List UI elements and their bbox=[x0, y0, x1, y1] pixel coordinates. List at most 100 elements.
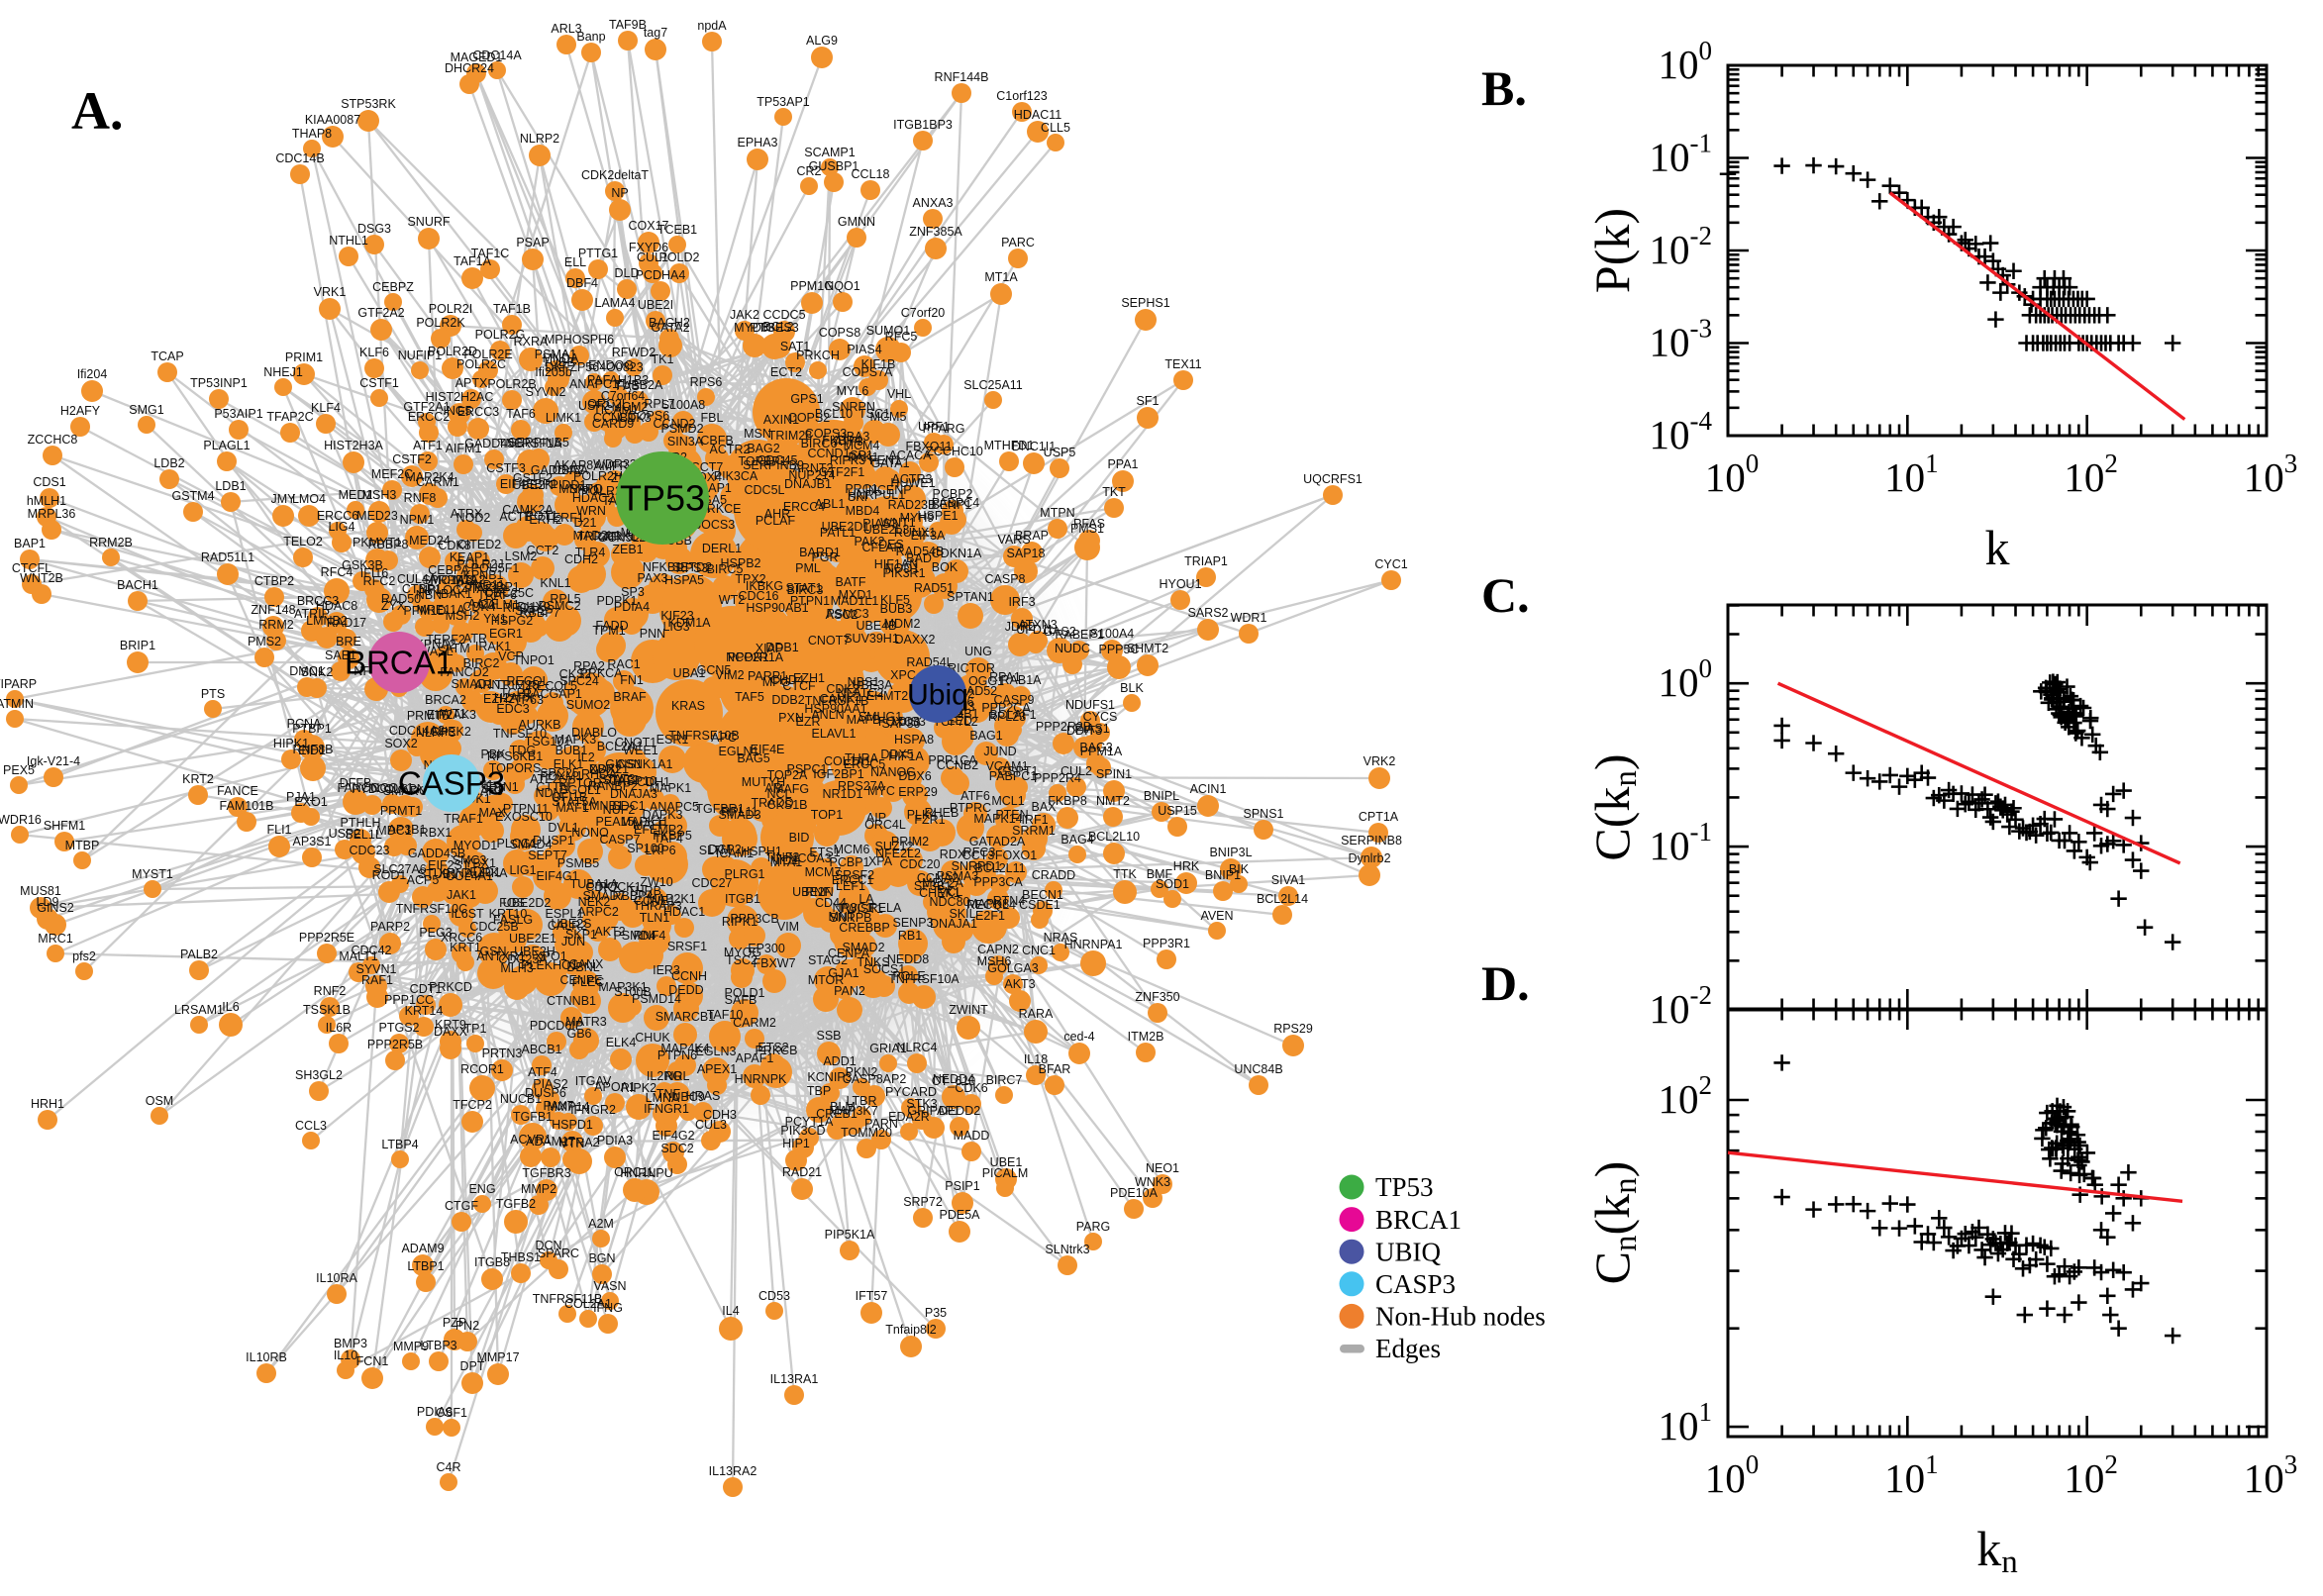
network-node bbox=[1103, 807, 1123, 827]
network-node-label: Dynlrb2 bbox=[1348, 851, 1390, 865]
network-node bbox=[1197, 619, 1219, 641]
network-node-label: DBF4 bbox=[566, 276, 598, 290]
network-node bbox=[370, 389, 388, 407]
network-node bbox=[1023, 452, 1045, 474]
network-node bbox=[609, 199, 631, 221]
network-node bbox=[961, 1142, 981, 1161]
network-node-label: CD53 bbox=[758, 1289, 790, 1303]
network-node-label: WDR1 bbox=[1231, 611, 1267, 625]
network-node-label: PPP3CA bbox=[973, 875, 1023, 889]
network-node bbox=[598, 1314, 618, 1334]
network-node bbox=[274, 378, 292, 396]
network-node-label: SOD1 bbox=[1156, 877, 1189, 891]
network-node-label: WDR16 bbox=[0, 813, 42, 827]
network-node bbox=[840, 1241, 859, 1260]
network-node-label: SPIN1 bbox=[1096, 767, 1132, 781]
network-node-label: UQCRFS1 bbox=[1303, 472, 1363, 486]
network-node bbox=[847, 228, 866, 248]
network-node bbox=[674, 918, 694, 938]
network-node-label: TFAP2C bbox=[266, 410, 313, 424]
network-node bbox=[43, 446, 62, 465]
network-node-label: npdA bbox=[697, 19, 727, 33]
network-node-label: IL6 bbox=[222, 1000, 239, 1014]
network-node-label: GB6 bbox=[566, 1027, 591, 1041]
network-node-label: POLR2K bbox=[416, 316, 465, 330]
network-node-label: MMP2 bbox=[521, 1182, 556, 1196]
network-node bbox=[221, 492, 241, 512]
network-node bbox=[457, 1332, 477, 1351]
network-node-label: PICALM bbox=[982, 1166, 1029, 1180]
network-node bbox=[511, 1263, 531, 1283]
network-node-label: NTHL1 bbox=[329, 234, 368, 248]
network-node-label: BCL2L10 bbox=[1088, 830, 1140, 844]
network-node bbox=[217, 451, 237, 471]
network-node bbox=[440, 1473, 457, 1491]
network-node-label: LDB1 bbox=[215, 479, 246, 493]
network-node bbox=[876, 423, 900, 447]
network-node-label: BLK bbox=[1120, 681, 1144, 695]
network-node-label: MADD bbox=[954, 1129, 990, 1143]
network-node bbox=[10, 776, 28, 794]
network-node bbox=[623, 1178, 647, 1202]
network-node bbox=[900, 1336, 922, 1357]
network-node-label: TCAP bbox=[151, 349, 183, 363]
network-node bbox=[567, 565, 595, 593]
network-node-label: AKT3 bbox=[1004, 977, 1035, 991]
network-node-label: Ifi204 bbox=[77, 367, 108, 381]
network-node bbox=[879, 1054, 897, 1072]
network-node-label: SDC2 bbox=[660, 1142, 693, 1155]
network-node bbox=[1136, 1043, 1156, 1062]
network-node-label: EIF4G2 bbox=[652, 1129, 694, 1143]
network-node bbox=[128, 591, 148, 611]
network-node-label: Igk-V21-4 bbox=[27, 754, 80, 768]
network-node-label: SEPHS1 bbox=[1121, 296, 1169, 310]
network-node bbox=[317, 944, 337, 963]
network-node bbox=[11, 826, 29, 844]
network-node bbox=[1045, 1075, 1064, 1095]
network-node-label: BRIP1 bbox=[120, 639, 155, 652]
network-node-label: MRC1 bbox=[38, 932, 72, 946]
network-node bbox=[1031, 911, 1049, 929]
network-node bbox=[1074, 535, 1100, 560]
network-node bbox=[958, 603, 983, 629]
network-node-label: ced-4 bbox=[1063, 1030, 1094, 1044]
network-node-label: MTBP bbox=[65, 839, 100, 852]
network-node-label: HDAC11 bbox=[1014, 108, 1061, 122]
network-node-label: RNF8 bbox=[404, 491, 437, 505]
network-node-label: ZCCHC10 bbox=[926, 445, 983, 458]
network-node-label: PARC bbox=[1001, 236, 1035, 249]
network-node-label: KRT2 bbox=[182, 772, 214, 786]
network-node-label: hMLH1 bbox=[27, 494, 66, 508]
network-node bbox=[364, 358, 384, 378]
network-node bbox=[332, 533, 352, 552]
network-node-label: TAF1A bbox=[454, 254, 492, 268]
network-node-label: FOS bbox=[499, 896, 525, 910]
network-node bbox=[957, 1016, 980, 1040]
network-node bbox=[1282, 1035, 1304, 1056]
network-node-label: IL13RA2 bbox=[709, 1464, 758, 1478]
network-node bbox=[272, 505, 294, 527]
network-node bbox=[1254, 820, 1273, 840]
network-node-label: BRCC3 bbox=[297, 594, 339, 608]
network-node bbox=[452, 1212, 471, 1232]
network-node bbox=[190, 1016, 208, 1034]
network-node-label: BAG4 bbox=[1060, 833, 1093, 847]
network-node-label: BOK bbox=[932, 560, 959, 574]
network-node bbox=[329, 1034, 349, 1053]
network-node bbox=[378, 881, 400, 903]
network-node bbox=[1167, 817, 1187, 837]
network-node-label: MRPL36 bbox=[28, 507, 76, 521]
network-node-label: GMNN bbox=[838, 215, 875, 229]
network-node-label: CSTF1 bbox=[359, 376, 399, 390]
network-node-label: CTNNB1 bbox=[547, 994, 596, 1008]
network-node bbox=[774, 108, 792, 126]
network-node-label: GSTM4 bbox=[171, 489, 214, 503]
network-node bbox=[1272, 905, 1292, 925]
network-node-label: RNF144B bbox=[935, 70, 989, 84]
network-node-label: BRAP bbox=[1015, 529, 1049, 543]
network-node bbox=[343, 451, 364, 473]
network-node-label: ZNF385A bbox=[909, 225, 962, 239]
network-node bbox=[999, 451, 1019, 471]
network-node-label: GTF2A2 bbox=[357, 306, 404, 320]
